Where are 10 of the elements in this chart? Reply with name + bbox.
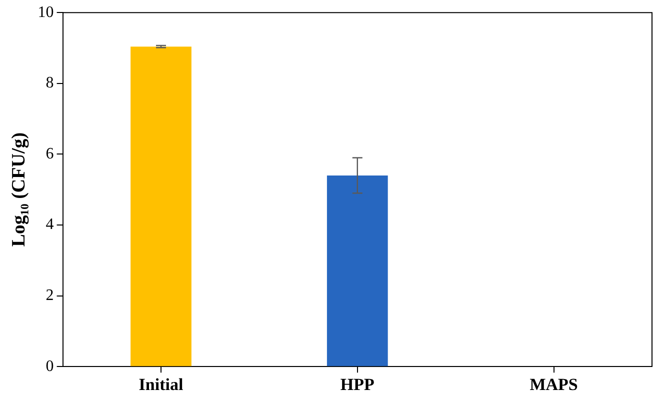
- y-tick-label: 10: [38, 4, 54, 21]
- y-tick-label: 2: [46, 287, 54, 304]
- y-tick-label: 8: [46, 74, 54, 92]
- y-tick-label: 6: [46, 145, 54, 162]
- x-tick-label: HPP: [340, 375, 374, 394]
- x-tick-label: MAPS: [530, 375, 578, 394]
- x-tick-label: Initial: [138, 375, 184, 394]
- y-axis-title: Log₁₀ (CFU/g): [8, 132, 30, 247]
- y-tick-label: 4: [46, 216, 54, 234]
- y-tick-label: 0: [46, 358, 54, 375]
